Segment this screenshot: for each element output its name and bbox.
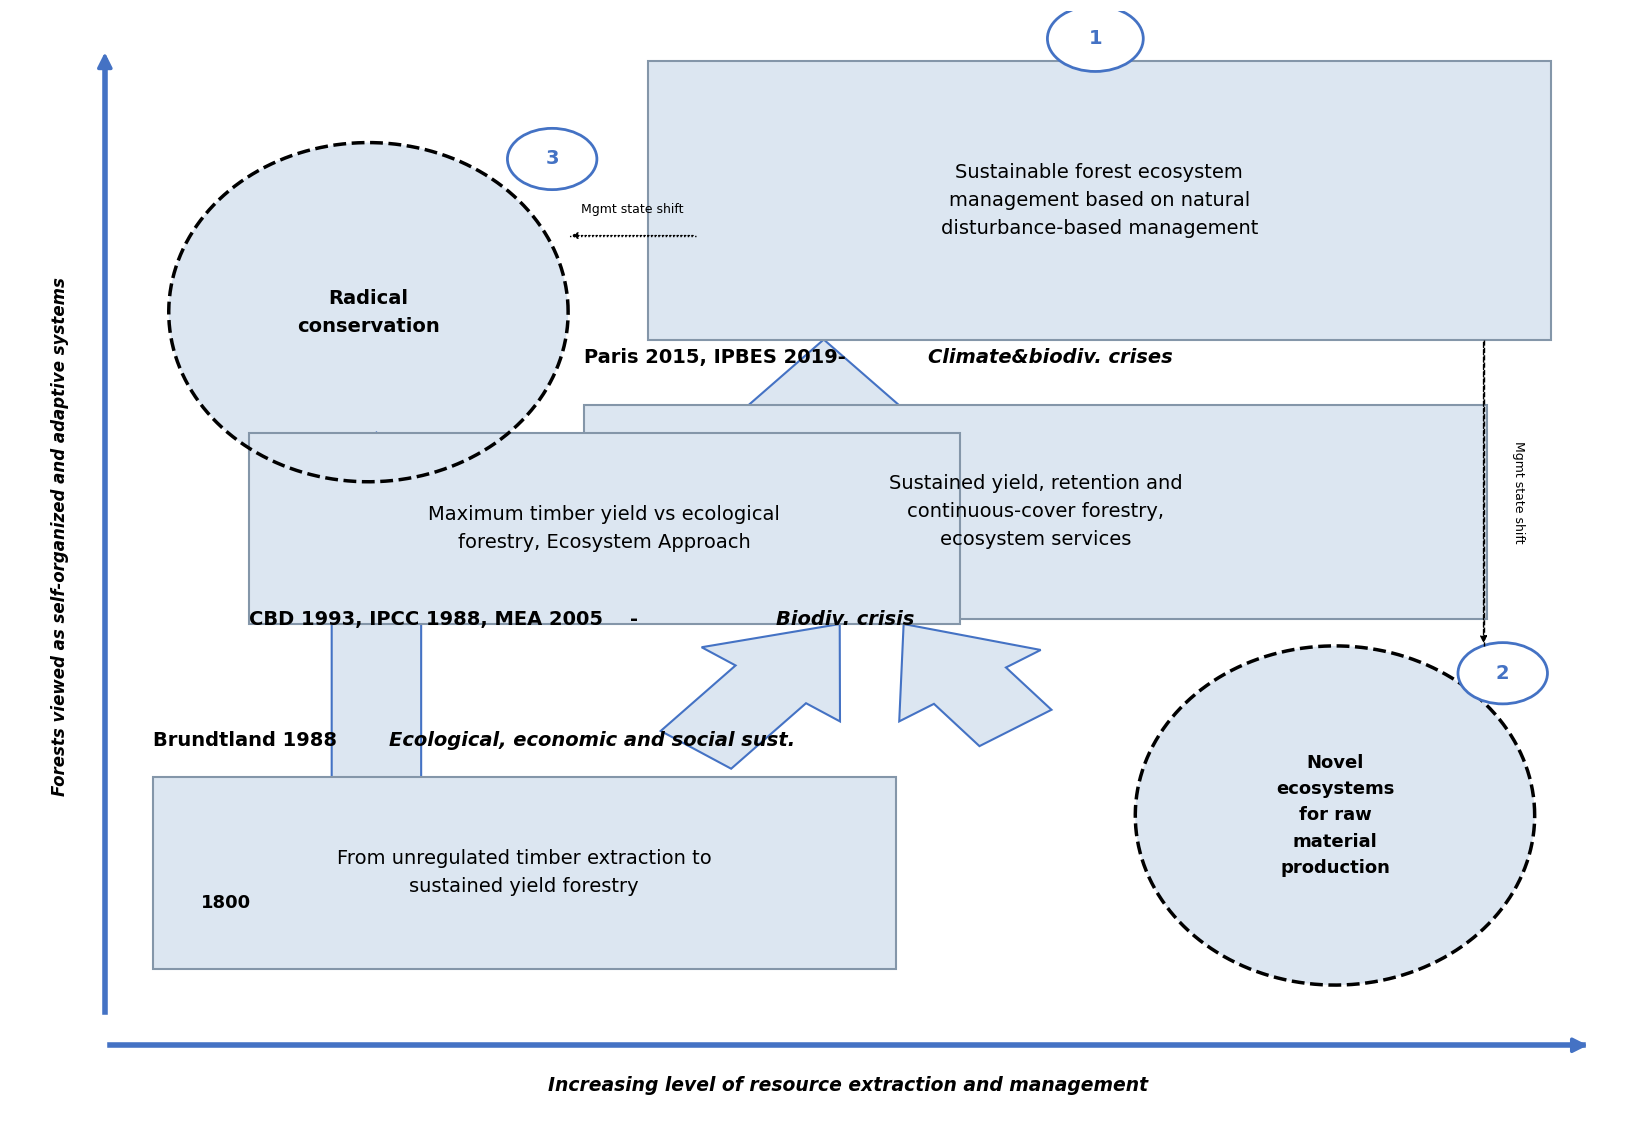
Text: Biodiv. crisis: Biodiv. crisis [776,610,914,629]
Polygon shape [660,624,840,768]
Text: CBD 1993, IPCC 1988, MEA 2005    -: CBD 1993, IPCC 1988, MEA 2005 - [249,610,644,629]
FancyBboxPatch shape [647,61,1551,340]
Ellipse shape [168,142,568,482]
Circle shape [507,129,596,190]
Polygon shape [736,340,912,416]
Text: Radical
conservation: Radical conservation [296,289,440,336]
Text: Mgmt state shift: Mgmt state shift [581,203,684,215]
Text: Brundtland 1988: Brundtland 1988 [153,731,344,750]
Text: 2: 2 [1495,663,1510,682]
Polygon shape [288,432,464,777]
Text: 3: 3 [545,150,558,168]
FancyBboxPatch shape [585,405,1487,618]
Text: Increasing level of resource extraction and management: Increasing level of resource extraction … [548,1076,1148,1095]
Text: 1800: 1800 [201,895,250,913]
Text: 1: 1 [1089,29,1102,49]
Text: Sustained yield, retention and
continuous-cover forestry,
ecosystem services: Sustained yield, retention and continuou… [889,475,1183,549]
Text: Climate&biodiv. crises: Climate&biodiv. crises [927,347,1173,367]
Polygon shape [899,624,1051,746]
Ellipse shape [1135,646,1535,985]
Text: From unregulated timber extraction to
sustained yield forestry: From unregulated timber extraction to su… [338,849,712,897]
Text: Forests viewed as self-organized and adaptive systems: Forests viewed as self-organized and ada… [51,277,69,796]
Text: Paris 2015, IPBES 2019-: Paris 2015, IPBES 2019- [585,347,853,367]
FancyBboxPatch shape [249,432,960,624]
Text: Ecological, economic and social sust.: Ecological, economic and social sust. [389,731,796,750]
FancyBboxPatch shape [153,777,896,969]
Text: Novel
ecosystems
for raw
material
production: Novel ecosystems for raw material produc… [1276,754,1393,878]
Circle shape [1047,6,1143,71]
Text: Sustainable forest ecosystem
management based on natural
disturbance-based manag: Sustainable forest ecosystem management … [940,162,1258,238]
Circle shape [1458,643,1548,704]
Text: Mgmt state shift: Mgmt state shift [1512,441,1525,544]
Text: Maximum timber yield vs ecological
forestry, Ecosystem Approach: Maximum timber yield vs ecological fores… [428,504,781,552]
